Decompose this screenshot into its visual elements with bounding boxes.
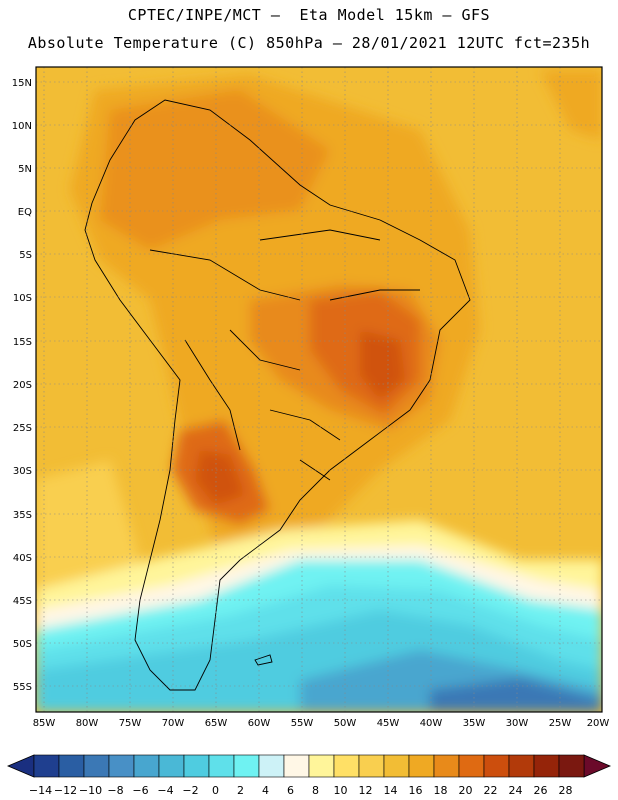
colorbar-label: −8	[107, 784, 123, 797]
colorbar-cell	[408, 754, 435, 778]
title-line-1: CPTEC/INPE/MCT – Eta Model 15km – GFS	[127, 6, 491, 24]
lon-label: 55W	[291, 718, 314, 729]
lon-label: 70W	[162, 718, 185, 729]
lon-label: 65W	[205, 718, 228, 729]
colorbar-cell	[558, 754, 585, 778]
lat-label: 5N	[18, 164, 32, 175]
colorbar-label: 18	[434, 784, 448, 797]
colorbar-label: 0	[212, 784, 219, 797]
lat-label: 20S	[13, 380, 32, 391]
lon-label: 35W	[463, 718, 486, 729]
colorbar-cell	[258, 754, 285, 778]
colorbar-cell	[133, 754, 160, 778]
colorbar-label: 10	[334, 784, 348, 797]
colorbar-label: 14	[384, 784, 398, 797]
temperature-field	[36, 67, 602, 712]
colorbar-cell	[283, 754, 310, 778]
longitude-labels: 85W 80W 75W 70W 65W 60W 55W 50W 45W 40W …	[33, 718, 610, 729]
colorbar-low-end	[6, 754, 35, 778]
colorbar-cell	[433, 754, 460, 778]
colorbar-label: 22	[484, 784, 498, 797]
colorbar-high-end	[583, 754, 612, 778]
lat-label: 25S	[13, 423, 32, 434]
colorbar: −14 −12 −10 −8 −6 −4 −2 0 2 4 6 8 10 12 14 16 18 20 22 24 26…	[6, 754, 612, 797]
lon-label: 60W	[248, 718, 271, 729]
colorbar-label: −12	[54, 784, 77, 797]
colorbar-cell	[308, 754, 335, 778]
colorbar-cell	[58, 754, 85, 778]
colorbar-cell	[183, 754, 210, 778]
colorbar-cell	[533, 754, 560, 778]
colorbar-cell	[158, 754, 185, 778]
lat-label: EQ	[18, 207, 32, 218]
lat-label: 10N	[12, 121, 32, 132]
colorbar-label: 4	[262, 784, 269, 797]
colorbar-cell	[358, 754, 385, 778]
colorbar-cell	[383, 754, 410, 778]
colorbar-cell	[508, 754, 535, 778]
lat-label: 55S	[13, 682, 32, 693]
lat-label: 50S	[13, 639, 32, 650]
colorbar-cell	[333, 754, 360, 778]
colorbar-label: 8	[312, 784, 319, 797]
colorbar-cell	[208, 754, 235, 778]
latitude-labels: 15N 10N 5N EQ 5S 10S 15S 20S 25S 30S 35S…	[12, 78, 32, 693]
colorbar-cell	[458, 754, 485, 778]
lat-label: 5S	[19, 250, 32, 261]
colorbar-label: 20	[459, 784, 473, 797]
lon-label: 30W	[506, 718, 529, 729]
lat-label: 15N	[12, 78, 32, 89]
lon-label: 80W	[76, 718, 99, 729]
colorbar-label: 2	[237, 784, 244, 797]
colorbar-label: −4	[157, 784, 173, 797]
colorbar-label: 12	[359, 784, 373, 797]
colorbar-label: −10	[79, 784, 102, 797]
lat-label: 30S	[13, 466, 32, 477]
colorbar-label: 6	[287, 784, 294, 797]
colorbar-cell	[483, 754, 510, 778]
colorbar-label: 16	[409, 784, 423, 797]
lat-label: 45S	[13, 596, 32, 607]
colorbar-label: 26	[534, 784, 548, 797]
lon-label: 75W	[119, 718, 142, 729]
title-line-2: Absolute Temperature (C) 850hPa – 28/01/…	[27, 34, 591, 52]
colorbar-cell	[233, 754, 260, 778]
colorbar-cell	[83, 754, 110, 778]
colorbar-label: 28	[559, 784, 573, 797]
lat-label: 15S	[13, 337, 32, 348]
colorbar-label: 24	[509, 784, 523, 797]
colorbar-label: −14	[29, 784, 52, 797]
lat-label: 40S	[13, 553, 32, 564]
lon-label: 85W	[33, 718, 56, 729]
colorbar-label: −6	[132, 784, 148, 797]
lon-label: 40W	[420, 718, 443, 729]
lon-label: 25W	[549, 718, 572, 729]
map-frame	[35, 66, 603, 713]
colorbar-cell	[33, 754, 60, 778]
colorbar-cell	[108, 754, 135, 778]
lon-label: 20W	[587, 718, 610, 729]
colorbar-label: −2	[182, 784, 198, 797]
lat-label: 10S	[13, 293, 32, 304]
lat-label: 35S	[13, 510, 32, 521]
lon-label: 50W	[334, 718, 357, 729]
lon-label: 45W	[377, 718, 400, 729]
